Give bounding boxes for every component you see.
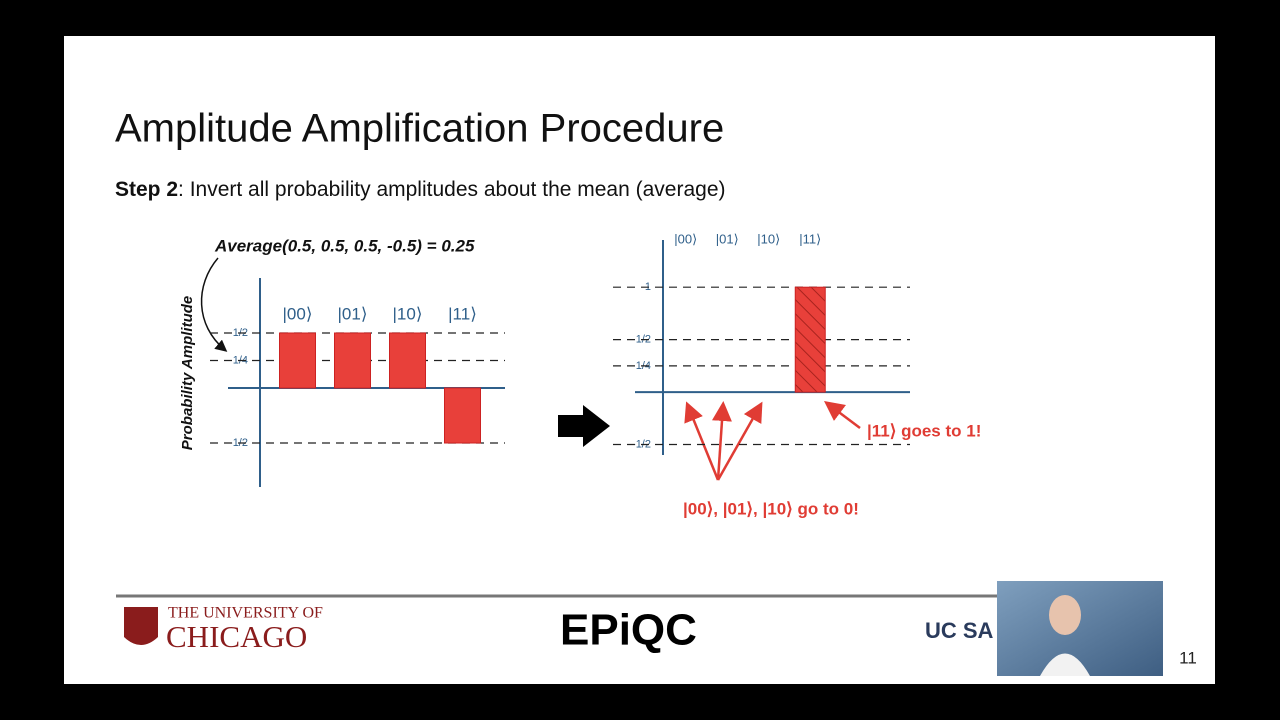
x-tick-label: |00⟩ (674, 231, 697, 246)
bar (334, 332, 371, 389)
chicago-bottom: CHICAGO (166, 619, 307, 654)
y-label: Probability Amplitude (179, 296, 196, 450)
slide-title: Amplitude Amplification Procedure (115, 107, 724, 151)
chicago-shield (124, 607, 158, 645)
x-tick-label: |11⟩ (448, 304, 477, 323)
annotation-bottom: |00⟩, |01⟩, |10⟩ go to 0! (683, 499, 859, 518)
annotation: Average(0.5, 0.5, 0.5, -0.5) = 0.25 (214, 236, 475, 255)
x-tick-label: |11⟩ (799, 231, 821, 246)
annotation-right: |11⟩ goes to 1! (867, 421, 981, 440)
webcam-overlay (997, 581, 1163, 676)
x-tick-label: |01⟩ (716, 231, 739, 246)
page-number: 11 (1179, 648, 1197, 667)
annotation-arrow (200, 257, 228, 352)
step-line: Step 2: Invert all probability amplitude… (115, 178, 726, 201)
bar (389, 332, 426, 389)
x-tick-label: |00⟩ (283, 304, 313, 323)
x-tick-label: |10⟩ (757, 231, 780, 246)
x-tick-label: |10⟩ (393, 304, 423, 323)
bar (444, 387, 481, 444)
bar (279, 332, 316, 389)
step-label: Step 2 (115, 178, 178, 201)
step-text: : Invert all probability amplitudes abou… (178, 178, 725, 201)
x-tick-label: |01⟩ (338, 304, 368, 323)
webcam-body (1040, 653, 1090, 676)
webcam-face (1049, 595, 1081, 635)
chicago-top: THE UNIVERSITY OF (168, 605, 323, 622)
red-arrows (684, 401, 861, 481)
bar (794, 286, 826, 393)
big-arrow (558, 405, 610, 447)
epiqc-logo: EPiQC (560, 606, 697, 655)
ucsd-logo: UC SA (925, 618, 994, 643)
